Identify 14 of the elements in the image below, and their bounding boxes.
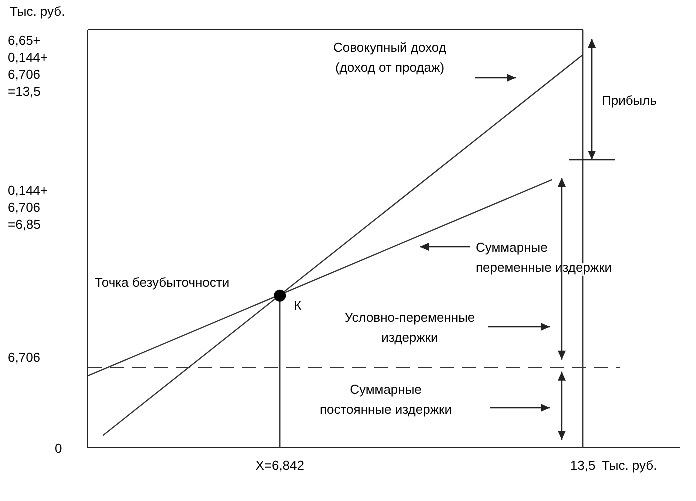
annotation: Точка безубыточности (95, 275, 230, 290)
y-axis-title: Тыс. руб. (10, 4, 66, 19)
annotation: Прибыль (602, 93, 658, 108)
annotation: Суммарные постоянные издержки (320, 382, 452, 417)
annotation: К (294, 298, 302, 313)
text: 0,144+ 6,706 =6,85 (8, 183, 48, 232)
x-axis-title: Тыс. руб. (602, 458, 658, 473)
text: 0 (55, 441, 62, 456)
annotation: Условно-переменные издержки (344, 310, 476, 345)
text: 6,706 (8, 350, 41, 365)
x-tick-label: 13,5 (570, 458, 596, 473)
x-tick-label: X=6,842 (256, 458, 305, 473)
annotation: Совокупный доход (доход от продаж) (334, 40, 447, 75)
text: 6,65+ 0,144+ 6,706 =13,5 (8, 33, 48, 99)
